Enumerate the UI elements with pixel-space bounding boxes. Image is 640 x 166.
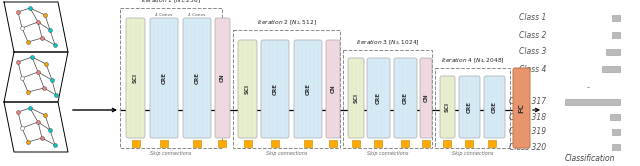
Text: CN: CN <box>220 74 225 82</box>
FancyBboxPatch shape <box>513 68 530 148</box>
Text: Class 2: Class 2 <box>518 31 546 40</box>
Text: SCI: SCI <box>353 93 358 103</box>
Bar <box>565 99 620 105</box>
Bar <box>465 140 473 147</box>
Text: Class 1: Class 1 <box>518 13 546 23</box>
Text: CN: CN <box>424 94 429 102</box>
Bar <box>343 50 432 148</box>
Text: CRE: CRE <box>376 92 381 104</box>
Text: SCI: SCI <box>133 73 138 83</box>
Bar <box>120 8 222 148</box>
Text: SCI: SCI <box>445 102 450 112</box>
Text: Class 3: Class 3 <box>518 47 546 56</box>
Text: 4 Convs: 4 Convs <box>188 13 205 17</box>
FancyBboxPatch shape <box>459 76 480 138</box>
Text: Class 4: Class 4 <box>518 65 546 74</box>
Bar <box>233 30 340 148</box>
Text: CRE: CRE <box>195 72 200 84</box>
Text: Classification: Classification <box>564 154 615 163</box>
Bar <box>612 32 620 38</box>
Text: Class 319: Class 319 <box>509 127 546 136</box>
Text: CRE: CRE <box>161 72 166 84</box>
FancyBboxPatch shape <box>440 76 455 138</box>
Bar <box>374 140 382 147</box>
Text: $\it{Iteration}$ $\it{2}$ $[N_{2}, 512]$: $\it{Iteration}$ $\it{2}$ $[N_{2}, 512]$ <box>257 18 317 27</box>
Bar <box>271 140 279 147</box>
FancyBboxPatch shape <box>183 18 211 138</box>
Text: CRE: CRE <box>273 83 278 95</box>
FancyBboxPatch shape <box>326 40 340 138</box>
Bar <box>612 15 620 21</box>
Bar <box>606 49 620 55</box>
Text: Class 318: Class 318 <box>509 113 546 122</box>
FancyBboxPatch shape <box>420 58 432 138</box>
Text: CRE: CRE <box>467 101 472 113</box>
Text: -: - <box>586 83 589 92</box>
FancyBboxPatch shape <box>261 40 289 138</box>
Text: SCI: SCI <box>245 84 250 94</box>
Bar <box>193 140 201 147</box>
FancyBboxPatch shape <box>238 40 257 138</box>
Text: Class 317: Class 317 <box>509 97 546 107</box>
Text: Class 320: Class 320 <box>509 142 546 152</box>
FancyBboxPatch shape <box>367 58 390 138</box>
Text: $\it{Iteration}$ $\it{3}$ $[N_{3}, 1024]$: $\it{Iteration}$ $\it{3}$ $[N_{3}, 1024]… <box>356 38 420 47</box>
Text: $\it{Iteration}$ $\it{4}$ $[N_{4}, 2048]$: $\it{Iteration}$ $\it{4}$ $[N_{4}, 2048]… <box>441 56 505 65</box>
Bar <box>244 140 252 147</box>
Bar <box>610 114 620 120</box>
Text: Skip connections: Skip connections <box>452 151 493 156</box>
Bar <box>132 140 140 147</box>
Text: Skip connections: Skip connections <box>150 151 192 156</box>
Text: 4 Convs: 4 Convs <box>156 13 173 17</box>
Text: $\it{Iteration}$ $\it{1}$ $[N_{1}, 256]$: $\it{Iteration}$ $\it{1}$ $[N_{1}, 256]$ <box>141 0 201 5</box>
FancyBboxPatch shape <box>348 58 364 138</box>
Text: CN: CN <box>330 85 335 93</box>
Text: Skip connections: Skip connections <box>367 151 409 156</box>
Bar <box>401 140 409 147</box>
FancyBboxPatch shape <box>484 76 505 138</box>
Bar <box>160 140 168 147</box>
Bar <box>602 66 620 72</box>
Bar <box>612 144 620 150</box>
Bar <box>218 140 226 147</box>
Bar <box>488 140 496 147</box>
Bar <box>422 140 430 147</box>
Text: CRE: CRE <box>492 101 497 113</box>
Text: Skip connections: Skip connections <box>266 151 308 156</box>
Bar <box>443 140 451 147</box>
FancyBboxPatch shape <box>294 40 322 138</box>
FancyBboxPatch shape <box>394 58 417 138</box>
Bar <box>329 140 337 147</box>
Bar <box>352 140 360 147</box>
FancyBboxPatch shape <box>126 18 145 138</box>
Text: CRE: CRE <box>305 83 310 95</box>
Text: FC: FC <box>518 103 525 113</box>
FancyBboxPatch shape <box>215 18 230 138</box>
Text: CRE: CRE <box>403 92 408 104</box>
Bar <box>304 140 312 147</box>
Bar <box>612 129 620 135</box>
Bar <box>435 68 510 148</box>
FancyBboxPatch shape <box>150 18 178 138</box>
